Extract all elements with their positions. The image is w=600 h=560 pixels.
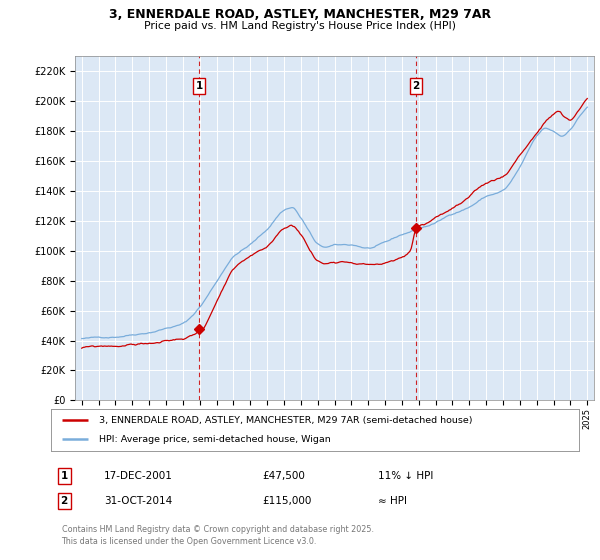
Text: 3, ENNERDALE ROAD, ASTLEY, MANCHESTER, M29 7AR: 3, ENNERDALE ROAD, ASTLEY, MANCHESTER, M… [109, 8, 491, 21]
Text: £47,500: £47,500 [262, 471, 305, 481]
Text: 11% ↓ HPI: 11% ↓ HPI [379, 471, 434, 481]
Text: 17-DEC-2001: 17-DEC-2001 [104, 471, 173, 481]
Text: £115,000: £115,000 [262, 496, 311, 506]
Text: Price paid vs. HM Land Registry's House Price Index (HPI): Price paid vs. HM Land Registry's House … [144, 21, 456, 31]
Text: 3, ENNERDALE ROAD, ASTLEY, MANCHESTER, M29 7AR (semi-detached house): 3, ENNERDALE ROAD, ASTLEY, MANCHESTER, M… [98, 416, 472, 424]
Text: 1: 1 [61, 471, 68, 481]
Text: 2: 2 [412, 81, 419, 91]
Text: 1: 1 [196, 81, 203, 91]
Text: 31-OCT-2014: 31-OCT-2014 [104, 496, 172, 506]
Text: Contains HM Land Registry data © Crown copyright and database right 2025.
This d: Contains HM Land Registry data © Crown c… [62, 525, 374, 545]
Text: HPI: Average price, semi-detached house, Wigan: HPI: Average price, semi-detached house,… [98, 435, 330, 444]
Text: 2: 2 [61, 496, 68, 506]
Text: ≈ HPI: ≈ HPI [379, 496, 407, 506]
